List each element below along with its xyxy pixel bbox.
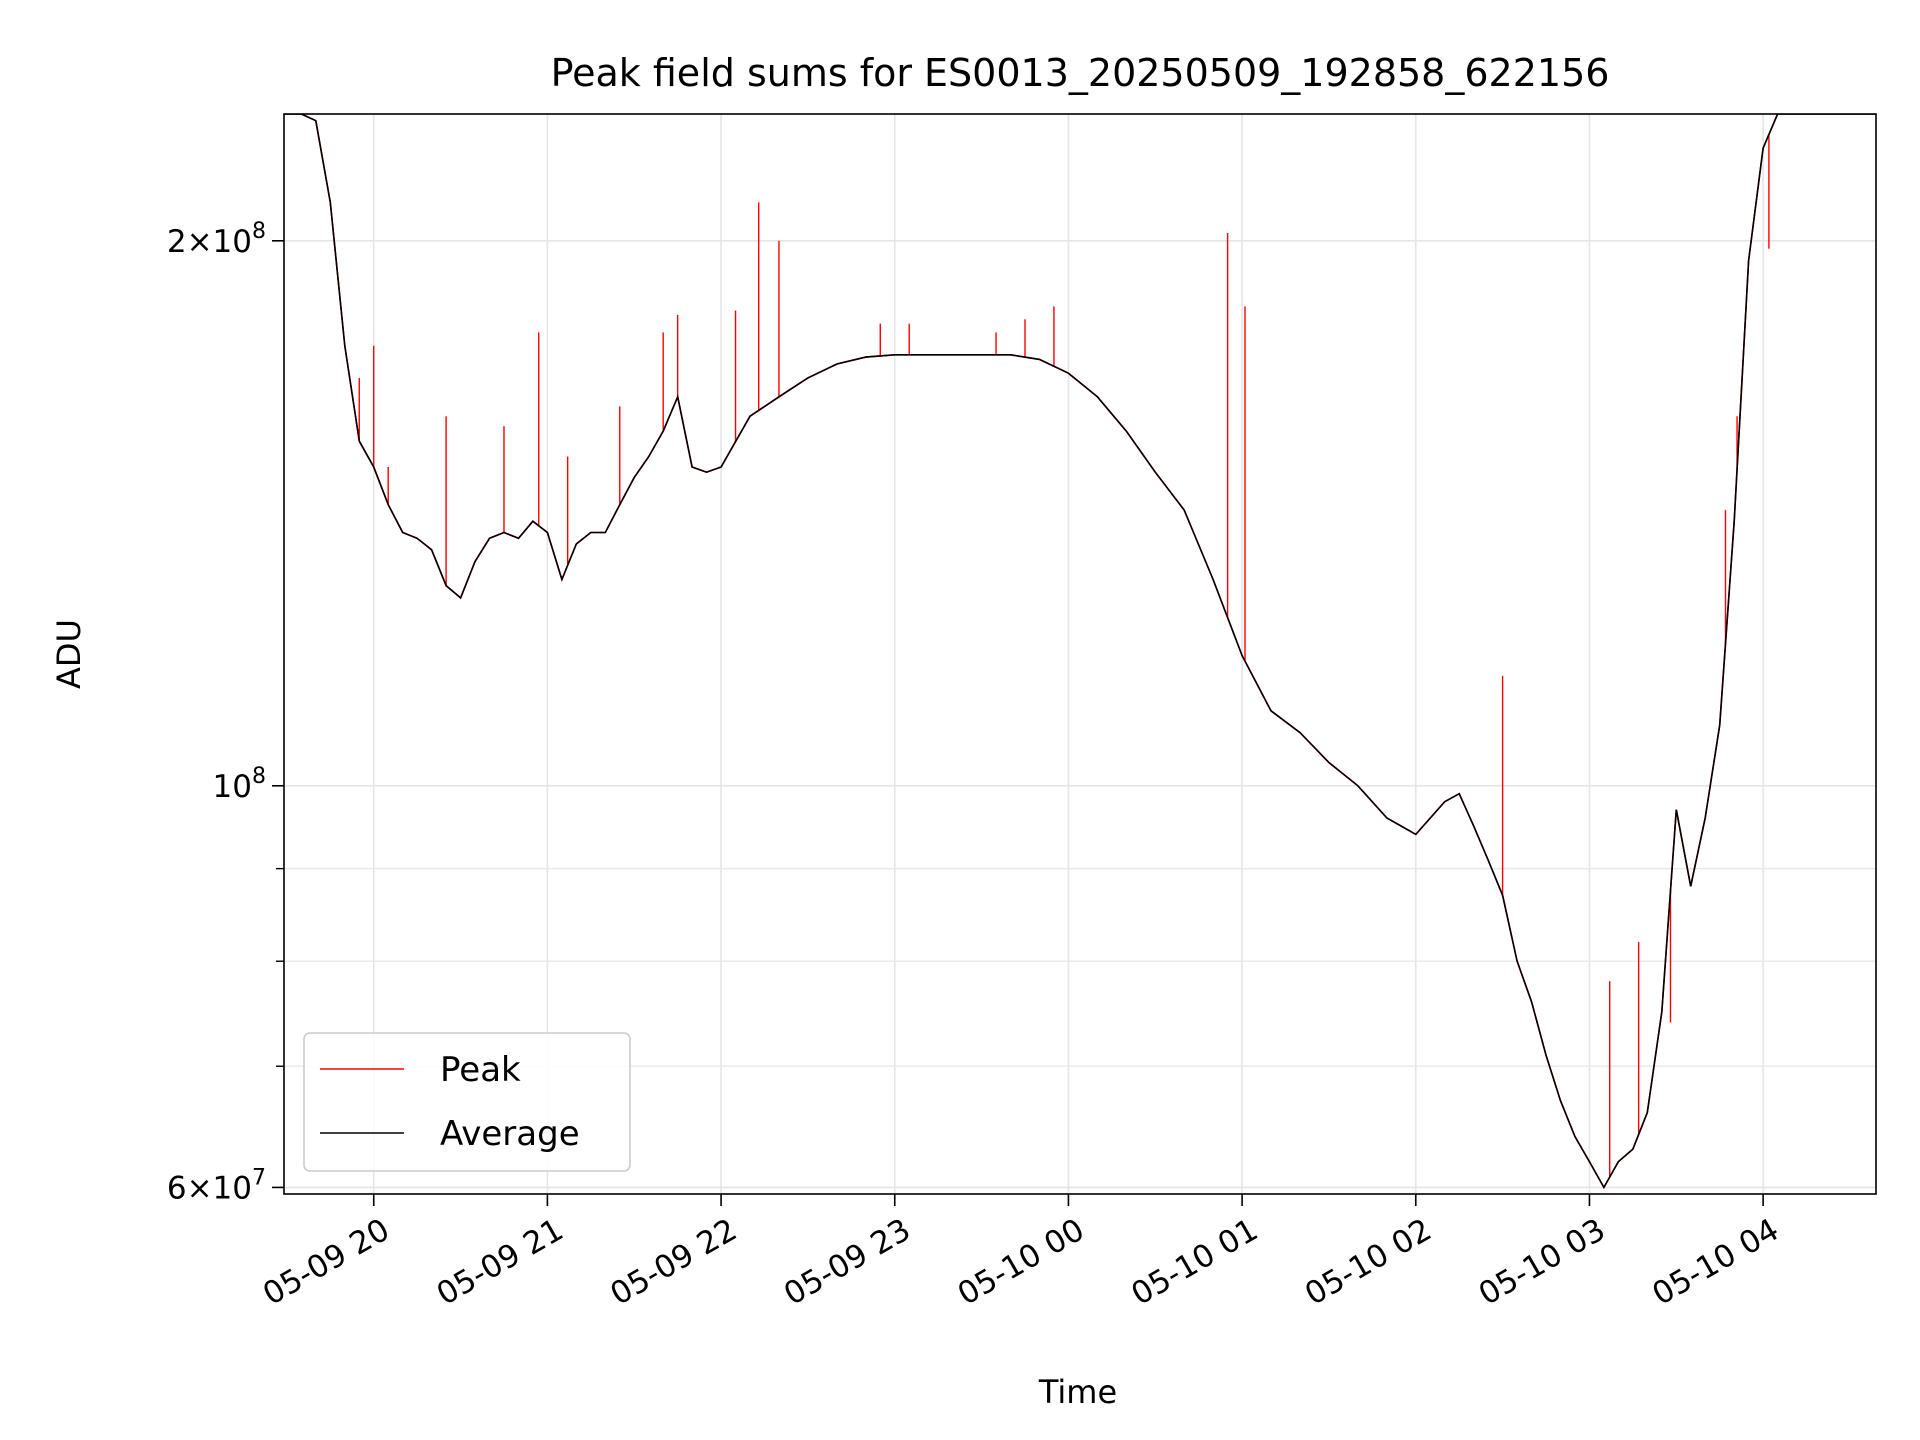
legend-box bbox=[303, 1032, 631, 1172]
legend-peak-label: Peak bbox=[440, 1050, 521, 1090]
legend: Peak Average bbox=[303, 1032, 631, 1172]
legend-average-label: Average bbox=[440, 1114, 580, 1154]
chart-title: Peak field sums for ES0013_20250509_1928… bbox=[551, 51, 1610, 95]
y-tick-label: 108 bbox=[213, 764, 266, 805]
plot-area bbox=[284, 114, 1876, 1190]
y-tick-label: 6×107 bbox=[167, 1165, 266, 1206]
average-line bbox=[284, 114, 1876, 1190]
x-axis-label: Time bbox=[1038, 1373, 1117, 1411]
axes-frame bbox=[283, 113, 1877, 1195]
series-group bbox=[284, 114, 1876, 1190]
y-axis-label: ADU bbox=[50, 619, 88, 689]
y-axis: 6×107 108 2×108 bbox=[167, 219, 284, 1206]
y-tick-label: 2×108 bbox=[167, 219, 266, 260]
